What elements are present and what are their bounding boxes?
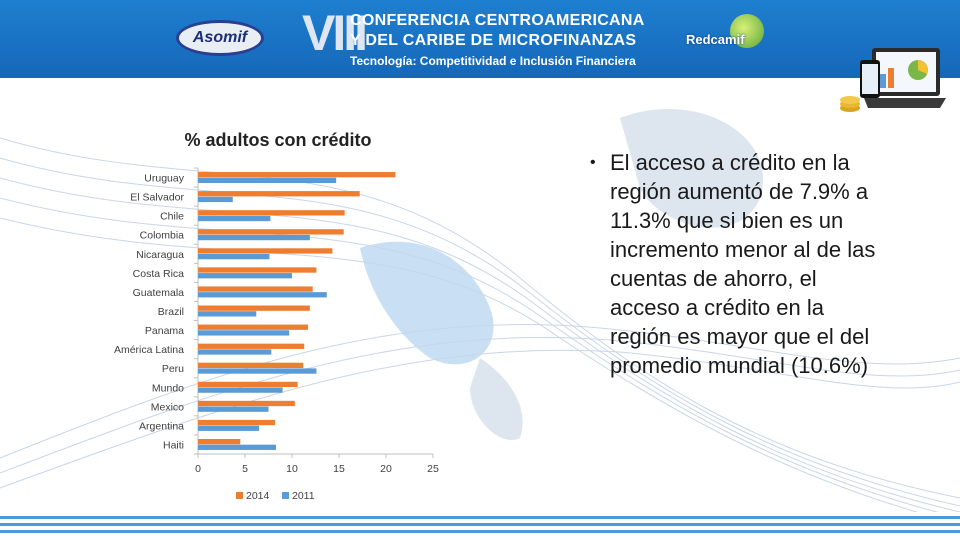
category-label: Mundo	[152, 382, 184, 394]
conference-tagline: Tecnología: Competitividad e Inclusión F…	[350, 54, 636, 68]
bar-chart-svg: Uruguay El Salvador Chile Colombia Nicaragua…	[114, 167, 439, 502]
bar-2011	[198, 292, 327, 298]
category-label: Brazil	[158, 306, 184, 318]
bar-2011	[198, 330, 290, 336]
bar-2014	[198, 172, 396, 178]
redcamif-logo-text: Redcamif	[686, 32, 745, 47]
bullet-dot: •	[590, 154, 596, 171]
conference-title-line2: Y DEL CARIBE DE MICROFINANZAS	[350, 32, 637, 49]
redcamif-logo: Redcamif	[684, 14, 784, 64]
bar-2014	[198, 248, 333, 254]
bar-2011	[198, 406, 269, 412]
category-label: Argentina	[139, 420, 184, 432]
x-tick-label: 0	[195, 463, 201, 475]
x-tick-label: 10	[286, 463, 298, 475]
category-label: América Latina	[114, 344, 184, 356]
bar-2014	[198, 324, 308, 330]
conference-title-line1: CONFERENCIA CENTROAMERICANA	[350, 12, 645, 29]
bar-2011	[198, 273, 292, 279]
bullet-point: • El acceso a crédito en la región aumen…	[590, 148, 890, 380]
globe-icon	[730, 14, 764, 48]
category-label: El Salvador	[130, 192, 184, 204]
laptop-phone-illustration	[840, 48, 946, 112]
bar-2011	[198, 444, 277, 450]
header-banner: Asomif VIII CONFERENCIA CENTROAMERICANA …	[0, 0, 960, 78]
category-label: Mexico	[151, 401, 184, 413]
bar-2011	[198, 254, 270, 260]
bar-2014	[198, 210, 345, 216]
bar-2011	[198, 387, 283, 393]
bar-2014	[198, 419, 276, 426]
chart-title: % adultos con crédito	[184, 130, 372, 150]
background-swoosh-lines	[0, 109, 960, 512]
bar-2014	[198, 400, 295, 407]
bar-2011	[198, 349, 272, 355]
bar-2011	[198, 425, 260, 431]
bar-2011	[198, 177, 337, 184]
bar-2011	[198, 368, 317, 374]
legend-swatch-2011	[282, 492, 289, 499]
bar-2011	[198, 196, 233, 203]
bar-2011	[198, 234, 310, 241]
category-label: Costa Rica	[133, 268, 185, 280]
credit-chart: % adultos con crédito Uruguay El Salvador…	[98, 122, 458, 514]
bar-2014	[198, 381, 298, 388]
bar-2014	[198, 267, 317, 273]
x-tick-label: 20	[380, 463, 392, 475]
bar-2014	[198, 229, 344, 235]
category-label: Uruguay	[144, 173, 184, 185]
category-label: Nicaragua	[136, 249, 184, 261]
category-label: Panama	[145, 325, 184, 337]
legend-label: 2014	[246, 490, 270, 502]
bullet-text: El acceso a crédito en la región aumentó…	[610, 150, 876, 378]
category-label: Chile	[160, 211, 184, 223]
legend-swatch-2014	[236, 492, 243, 499]
x-tick-label: 5	[242, 463, 248, 475]
bar-2014	[198, 305, 310, 311]
category-label: Haiti	[163, 439, 184, 451]
conference-number: VIII	[302, 5, 368, 61]
x-tick-label: 25	[427, 463, 439, 475]
bar-2014	[198, 191, 360, 197]
legend-label: 2011	[292, 490, 315, 502]
asomif-logo: Asomif	[176, 20, 264, 56]
bar-2014	[198, 343, 305, 349]
bar-2014	[198, 286, 313, 292]
category-label: Guatemala	[133, 287, 185, 299]
bar-2014	[198, 362, 304, 368]
bar-2011	[198, 311, 257, 317]
footer-stripes	[0, 512, 960, 540]
asomif-logo-text: Asomif	[192, 29, 248, 46]
x-tick-label: 15	[333, 463, 345, 475]
category-label: Peru	[162, 363, 184, 375]
bar-2014	[198, 438, 241, 445]
category-label: Colombia	[140, 230, 185, 242]
bar-2011	[198, 215, 271, 222]
